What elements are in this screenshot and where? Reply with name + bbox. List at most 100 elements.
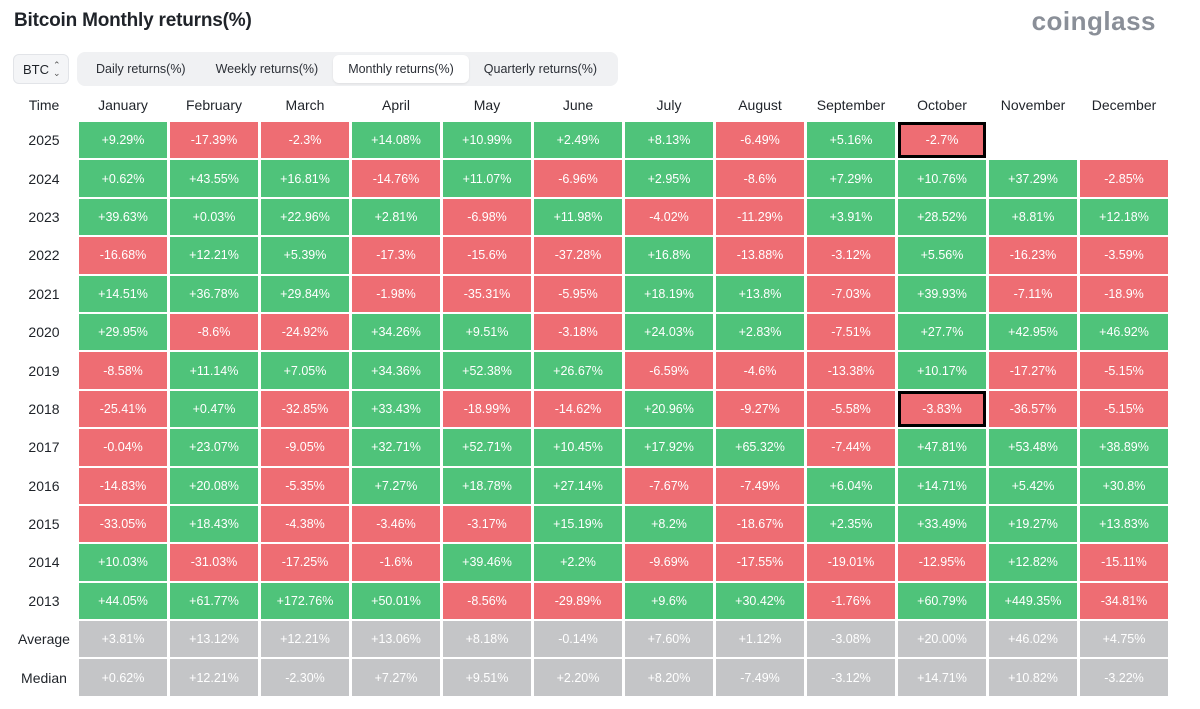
return-cell: +5.42% [989,467,1077,504]
return-cell: -17.39% [170,122,258,159]
return-cell: -8.56% [443,582,531,620]
return-cell: -8.58% [79,352,167,389]
coinglass-logo[interactable]: coinglass [1031,6,1156,36]
return-cell: +2.95% [625,160,713,197]
return-cell: +39.93% [898,275,986,312]
return-cell: +9.6% [625,582,713,620]
return-cell: -18.67% [716,505,804,543]
return-cell: -1.76% [807,582,895,620]
return-cell: -17.3% [352,237,440,274]
return-cell: -18.9% [1080,275,1168,312]
return-cell: -37.28% [534,237,622,274]
row-label-year: 2022 [28,247,60,264]
return-cell: +18.19% [625,275,713,312]
row-label-year: 2013 [28,592,60,609]
return-cell: +172.76% [261,582,349,620]
return-cell: -3.17% [443,505,531,543]
return-cell: -29.89% [534,582,622,620]
return-cell: -11.29% [716,198,804,236]
return-cell: -5.15% [1080,390,1168,428]
return-cell: +65.32% [716,429,804,466]
return-cell: +19.27% [989,505,1077,543]
return-cell: +0.62% [79,160,167,197]
summary-cell: +3.81% [79,621,167,658]
return-cell: -12.95% [898,544,986,581]
return-cell: +7.29% [807,160,895,197]
returns-period-tabs: Daily returns(%) Weekly returns(%) Month… [77,52,618,86]
summary-cell: +8.18% [443,621,531,658]
return-cell: +33.49% [898,505,986,543]
return-cell: +7.27% [352,467,440,504]
column-header: March [285,97,325,113]
return-cell: -13.88% [716,237,804,274]
return-cell: -17.55% [716,544,804,581]
return-cell: +18.78% [443,467,531,504]
return-cell: -17.25% [261,544,349,581]
return-cell: +7.05% [261,352,349,389]
return-cell: -5.35% [261,467,349,504]
column-header: June [562,97,594,113]
column-header: September [816,97,886,113]
return-cell: -7.51% [807,313,895,351]
row-label-summary: Median [21,669,67,686]
return-cell: +5.39% [261,237,349,274]
return-cell: -7.49% [716,467,804,504]
tab-weekly-returns[interactable]: Weekly returns(%) [215,62,319,76]
row-label-year: 2017 [28,439,60,456]
column-header: August [738,97,782,113]
return-cell: +52.38% [443,352,531,389]
return-cell: -2.3% [261,122,349,159]
summary-cell: +13.06% [352,621,440,658]
asset-select[interactable]: BTC ⌃ ⌄ [13,54,69,84]
row-label-year: 2014 [28,554,60,571]
tab-quarterly-returns[interactable]: Quarterly returns(%) [483,62,598,76]
return-cell: +14.71% [898,467,986,504]
return-cell: +34.26% [352,313,440,351]
return-cell: -9.69% [625,544,713,581]
return-cell: +8.2% [625,505,713,543]
return-cell: +47.81% [898,429,986,466]
return-cell: -6.49% [716,122,804,159]
return-cell: +60.79% [898,582,986,620]
summary-cell: +0.62% [79,659,167,696]
return-cell: -3.12% [807,237,895,274]
asset-select-value: BTC [23,61,49,77]
return-cell: +5.16% [807,122,895,159]
return-cell: +10.99% [443,122,531,159]
summary-cell: +7.60% [625,621,713,658]
return-cell: +2.2% [534,544,622,581]
return-cell: +0.03% [170,198,258,236]
return-cell: +14.08% [352,122,440,159]
return-cell: +12.82% [989,544,1077,581]
tab-monthly-returns[interactable]: Monthly returns(%) [333,55,469,83]
summary-cell: +13.12% [170,621,258,658]
summary-cell: +20.00% [898,621,986,658]
return-cell: -6.98% [443,198,531,236]
return-cell: +11.98% [534,198,622,236]
return-cell: -3.18% [534,313,622,351]
return-cell: -9.05% [261,429,349,466]
return-cell: +6.04% [807,467,895,504]
row-label-year: 2019 [28,362,60,379]
row-label-summary: Average [18,631,70,648]
tab-daily-returns[interactable]: Daily returns(%) [96,62,186,76]
return-cell: +16.8% [625,237,713,274]
return-cell: -15.11% [1080,544,1168,581]
return-cell: +2.83% [716,313,804,351]
return-cell: +22.96% [261,198,349,236]
return-cell: +30.42% [716,582,804,620]
return-cell: +53.48% [989,429,1077,466]
return-cell: +13.8% [716,275,804,312]
row-label-year: 2016 [28,477,60,494]
return-cell: +23.07% [170,429,258,466]
return-cell: +10.45% [534,429,622,466]
return-cell: +2.49% [534,122,622,159]
return-cell: +39.46% [443,544,531,581]
column-header: December [1091,97,1157,113]
return-cell: -4.6% [716,352,804,389]
return-cell: -1.6% [352,544,440,581]
return-cell: -36.57% [989,390,1077,428]
summary-cell: +12.21% [261,621,349,658]
column-header: November [1000,97,1066,113]
return-cell: -13.38% [807,352,895,389]
